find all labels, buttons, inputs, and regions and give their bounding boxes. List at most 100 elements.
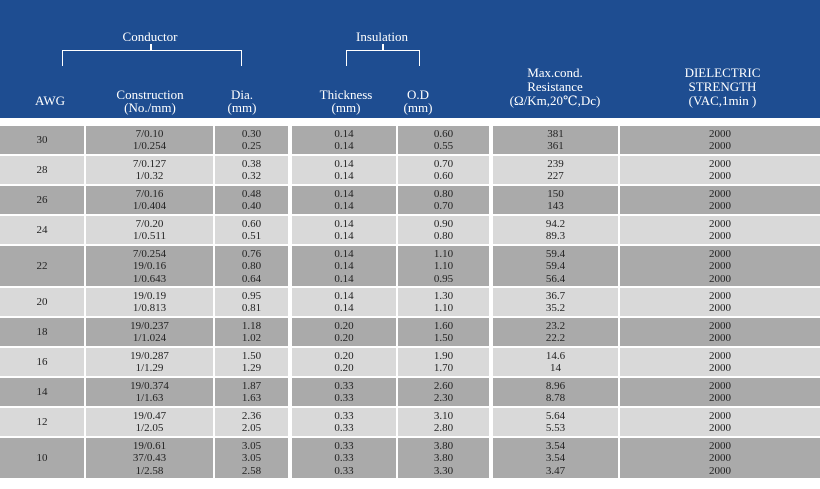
cell-dia-value: 2.58 [241, 464, 262, 477]
cell-resistance-value: 227 [547, 170, 564, 183]
cell-dia-value: 0.32 [241, 170, 262, 183]
cell-dielectric-value: 2000 [709, 464, 731, 477]
cell-od: 0.90 0.80 [398, 216, 489, 244]
cell-dielectric-value: 2000 [709, 247, 731, 260]
cell-od: 3.80 3.80 3.30 [398, 438, 489, 478]
cell-resistance-value: 239 [547, 157, 564, 170]
cell-dia-value: 0.48 [241, 187, 262, 200]
cell-construction-value: 1/1.63 [135, 392, 164, 405]
cell-awg-value: 16 [36, 356, 48, 368]
cell-dia-value: 0.76 [241, 247, 262, 260]
cell-resistance-value: 23.2 [545, 319, 566, 332]
cell-construction-value: 1/1.29 [135, 362, 164, 375]
cell-awg-value: 20 [36, 296, 48, 308]
cell-thickness: 0.33 0.33 [292, 378, 396, 406]
col-header-resistance: Max.cond. [527, 65, 583, 80]
cell-dia: 1.87 1.63 [215, 378, 288, 406]
cell-dielectric: 2000 2000 [620, 126, 820, 154]
cell-dielectric-value: 2000 [709, 409, 731, 422]
cell-dielectric: 2000 2000 [620, 348, 820, 376]
col-header-dia: Dia. [230, 87, 254, 102]
cell-thickness-value: 0.14 [334, 260, 354, 272]
cell-resistance-value: 8.78 [545, 392, 566, 405]
cell-awg: 18 [0, 318, 84, 346]
cell-dielectric: 2000 2000 [620, 288, 820, 316]
cell-dielectric: 2000 2000 [620, 378, 820, 406]
cell-resistance-value: 59.4 [545, 260, 566, 272]
cell-construction: 7/0.127 1/0.32 [86, 156, 213, 184]
cell-construction: 19/0.47 1/2.05 [86, 408, 213, 436]
cell-awg-value: 24 [36, 224, 48, 236]
cell-construction-value: 19/0.287 [130, 349, 169, 362]
cell-awg: 24 [0, 216, 84, 244]
cell-od-value: 1.30 [433, 289, 454, 302]
cell-awg: 26 [0, 186, 84, 214]
cell-dia-value: 3.05 [241, 452, 262, 464]
cell-construction-value: 7/0.10 [135, 127, 164, 140]
cell-dielectric-value: 2000 [709, 170, 731, 183]
cell-od-value: 3.80 [433, 452, 454, 464]
cell-resistance-value: 361 [547, 140, 564, 153]
cell-dia-value: 0.60 [241, 217, 262, 230]
cell-construction-value: 1/1.024 [132, 332, 167, 345]
cell-od: 1.90 1.70 [398, 348, 489, 376]
cell-awg: 28 [0, 156, 84, 184]
cell-dia-value: 0.95 [241, 289, 262, 302]
cell-awg-value: 10 [36, 452, 48, 464]
cell-awg-value: 12 [36, 416, 48, 428]
cell-awg-value: 18 [36, 326, 48, 338]
cell-dielectric: 2000 2000 [620, 408, 820, 436]
cell-od-value: 0.95 [433, 272, 454, 285]
cell-dielectric-value: 2000 [709, 230, 731, 243]
cell-dia-value: 2.05 [241, 422, 262, 435]
conductor-bracket [62, 50, 242, 66]
cell-od-value: 2.80 [433, 422, 454, 435]
cell-resistance-value: 56.4 [545, 272, 566, 285]
col-header-resistance-2: Resistance [527, 79, 583, 94]
cell-dia: 0.38 0.32 [215, 156, 288, 184]
cell-thickness: 0.33 0.33 [292, 408, 396, 436]
cell-construction-value: 7/0.20 [135, 217, 164, 230]
cell-thickness-value: 0.20 [334, 319, 354, 332]
cell-od-value: 1.90 [433, 349, 454, 362]
cell-dielectric-value: 2000 [709, 200, 731, 213]
cell-dielectric-value: 2000 [709, 187, 731, 200]
cell-construction-value: 19/0.16 [132, 260, 167, 272]
cell-thickness: 0.14 0.14 0.14 [292, 246, 396, 286]
cell-construction: 7/0.16 1/0.404 [86, 186, 213, 214]
cell-od: 0.80 0.70 [398, 186, 489, 214]
cell-awg: 10 [0, 438, 84, 478]
cell-awg: 30 [0, 126, 84, 154]
cell-dia: 1.18 1.02 [215, 318, 288, 346]
table-header: Conductor Insulation AWG Construction (N… [0, 0, 820, 118]
cell-dia-value: 1.50 [241, 349, 262, 362]
cell-dielectric-value: 2000 [709, 349, 731, 362]
cell-od: 0.60 0.55 [398, 126, 489, 154]
cell-thickness-value: 0.33 [334, 392, 354, 405]
cell-resistance-value: 14.6 [545, 349, 566, 362]
cell-resistance-value: 150 [547, 187, 564, 200]
cell-resistance-value: 381 [547, 127, 564, 140]
col-header-dielectric-unit: (VAC,1min ) [688, 93, 757, 108]
cell-resistance-value: 3.47 [545, 464, 566, 477]
cell-dia-value: 0.81 [241, 302, 262, 315]
cell-thickness-value: 0.33 [334, 409, 354, 422]
cell-dielectric-value: 2000 [709, 379, 731, 392]
cell-thickness-value: 0.14 [334, 170, 354, 183]
cell-dia: 0.30 0.25 [215, 126, 288, 154]
cell-construction-value: 1/0.32 [135, 170, 164, 183]
cell-thickness-value: 0.14 [334, 230, 354, 243]
cell-dielectric-value: 2000 [709, 217, 731, 230]
cell-thickness-value: 0.14 [334, 217, 354, 230]
cell-construction-value: 1/0.404 [132, 200, 167, 213]
col-header-construction: Construction [116, 87, 184, 102]
col-header-resistance-unit: (Ω/Km,20℃,Dc) [509, 93, 601, 108]
cell-construction-value: 1/0.254 [132, 140, 167, 153]
cell-thickness: 0.14 0.14 [292, 186, 396, 214]
cell-od-value: 0.90 [433, 217, 454, 230]
cell-thickness-value: 0.20 [334, 362, 354, 375]
cell-od-value: 1.50 [433, 332, 454, 345]
cell-dielectric: 2000 2000 [620, 318, 820, 346]
cell-dielectric-value: 2000 [709, 127, 731, 140]
cell-od-value: 3.30 [433, 464, 454, 477]
